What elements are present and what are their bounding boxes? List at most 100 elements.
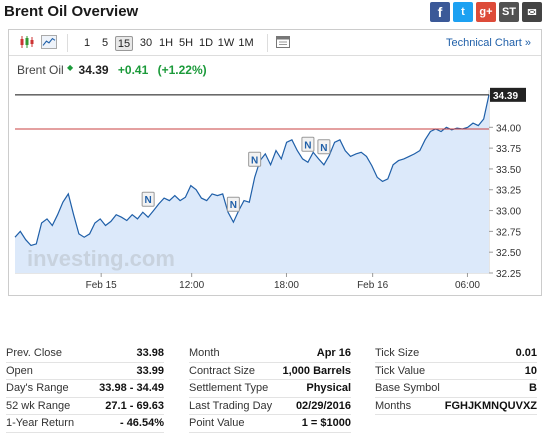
instrument-name: Brent Oil — [17, 63, 64, 77]
stat-value: Apr 16 — [316, 347, 351, 359]
email-icon[interactable]: ✉ — [522, 2, 542, 22]
timeframe-5[interactable]: 5 — [101, 37, 109, 49]
stat-value: 33.99 — [136, 364, 164, 377]
news-marker[interactable]: N — [248, 151, 262, 167]
stat-row: 1-Year Return - 46.54% — [6, 415, 164, 433]
stat-label: Base Symbol — [375, 382, 440, 394]
stat-row: Tick Value 10 — [375, 363, 537, 380]
stat-label: Open — [6, 364, 33, 377]
x-tick-label: Feb 16 — [357, 280, 389, 291]
svg-text:N: N — [230, 200, 237, 211]
stat-label: Month — [189, 347, 220, 359]
stat-label: Tick Size — [375, 347, 420, 359]
stat-value: 27.1 - 69.63 — [105, 399, 164, 412]
stat-value: 1,000 Barrels — [282, 364, 352, 377]
stat-label: 52 wk Range — [6, 399, 71, 412]
stat-label: Contract Size — [189, 364, 256, 377]
stats-column-2: Month Apr 16 Contract Size 1,000 Barrels Set… — [189, 345, 351, 433]
timeframe-1d[interactable]: 1D — [198, 37, 214, 49]
stat-value: 33.98 - 34.49 — [99, 382, 164, 394]
stats-column-1: Prev. Close 33.98 Open 33.99 Day's Range 33.9… — [6, 345, 164, 433]
facebook-icon[interactable]: f — [430, 2, 450, 22]
y-tick-label: 33.75 — [496, 144, 521, 155]
stat-label: Tick Value — [375, 364, 426, 377]
stat-label: 1-Year Return — [6, 417, 75, 429]
price-change: +0.41 — [117, 63, 149, 77]
svg-text:N: N — [304, 140, 311, 151]
y-tick-label: 32.50 — [496, 248, 521, 259]
stat-row: Settlement Type Physical — [189, 380, 351, 398]
news-marker[interactable]: N — [141, 191, 155, 207]
svg-text:N: N — [251, 155, 258, 166]
stat-label: Settlement Type — [189, 382, 269, 394]
page-title: Brent Oil Overview — [4, 3, 139, 20]
news-marker[interactable]: N — [317, 139, 331, 155]
timeframe-1h[interactable]: 1H — [158, 37, 174, 49]
stat-label: Prev. Close — [6, 347, 63, 359]
stat-label: Day's Range — [6, 382, 69, 394]
x-tick-label: 06:00 — [455, 280, 480, 291]
price-area — [15, 94, 489, 273]
share-bar: f t g+ ST ✉ — [430, 2, 542, 22]
timeframe-1w[interactable]: 1W — [217, 37, 235, 49]
y-tick-label: 33.00 — [496, 207, 521, 218]
timeframe-15[interactable]: 15 — [115, 36, 133, 51]
stat-value: 1 = $1000 — [301, 417, 351, 429]
stat-row: Open 33.99 — [6, 363, 164, 380]
last-price: 34.39 — [78, 63, 109, 77]
x-tick-label: 12:00 — [179, 280, 204, 291]
timeframe-1[interactable]: 1 — [83, 37, 91, 49]
stat-value: FGHJKMNQUVXZ — [444, 399, 537, 412]
svg-text:N: N — [320, 143, 327, 154]
stat-value: Physical — [306, 382, 351, 394]
stat-value: 10 — [524, 364, 537, 377]
stat-row: 52 wk Range 27.1 - 69.63 — [6, 398, 164, 415]
stat-row: Base Symbol B — [375, 380, 537, 398]
timeframe-1m[interactable]: 1M — [238, 37, 254, 49]
google-plus-icon[interactable]: g+ — [476, 2, 496, 22]
stat-label: Months — [375, 399, 412, 412]
y-tick-label: 32.25 — [496, 269, 521, 280]
stat-row: Month Apr 16 — [189, 345, 351, 363]
svg-text:N: N — [145, 195, 152, 206]
stat-row: Prev. Close 33.98 — [6, 345, 164, 363]
technical-chart-link[interactable]: Technical Chart » — [446, 37, 531, 49]
stat-value: 0.01 — [515, 347, 537, 359]
x-tick-label: 18:00 — [274, 280, 299, 291]
candlestick-icon[interactable] — [19, 35, 35, 49]
last-price-box — [490, 87, 526, 102]
x-tick-label: Feb 15 — [86, 280, 118, 291]
price-change-percent: (+1.22%) — [157, 63, 207, 77]
watermark: investing.com — [27, 246, 175, 271]
stats-column-3: Tick Size 0.01 Tick Value 10 Base Symbol B Mon… — [375, 345, 537, 415]
stat-row: Last Trading Day 02/29/2016 — [189, 398, 351, 415]
fullscreen-icon[interactable] — [275, 35, 291, 49]
y-tick-label: 32.75 — [496, 227, 521, 238]
stat-row: Tick Size 0.01 — [375, 345, 537, 363]
area-chart-icon[interactable] — [41, 35, 57, 49]
timeframe-30[interactable]: 30 — [139, 37, 153, 49]
timeframe-5h[interactable]: 5H — [178, 37, 194, 49]
chart-panel: 1 5 15 30 1H 5H 1D 1W 1M Technical Chart » Brent… — [8, 29, 542, 296]
y-tick-label: 33.25 — [496, 186, 521, 197]
stat-label: Point Value — [189, 417, 245, 429]
quote-header: Brent Oil ◆ 34.39 +0.41 (+1.22%) — [17, 63, 207, 77]
stat-value: 02/29/2016 — [295, 399, 351, 412]
stocktwits-icon[interactable]: ST — [499, 2, 519, 22]
stat-row: Day's Range 33.98 - 34.49 — [6, 380, 164, 398]
y-tick-label: 34.00 — [496, 123, 521, 134]
twitter-icon[interactable]: t — [453, 2, 473, 22]
up-arrow-icon: ◆ — [67, 63, 74, 72]
price-chart[interactable]: investing.com 34.00 33.75 33.50 33.25 33.00 32… — [9, 30, 541, 295]
stat-row: Months FGHJKMNQUVXZ — [375, 398, 537, 415]
stat-value: 33.98 — [136, 347, 164, 359]
stat-row: Contract Size 1,000 Barrels — [189, 363, 352, 380]
news-marker[interactable]: N — [301, 136, 315, 152]
stat-value: B — [529, 382, 537, 394]
stat-label: Last Trading Day — [189, 399, 273, 412]
stat-value: - 46.54% — [119, 417, 164, 429]
news-marker[interactable]: N — [226, 196, 240, 212]
chart-toolbar: 1 5 15 30 1H 5H 1D 1W 1M Technical Chart » — [9, 30, 541, 56]
last-price-label: 34.39 — [493, 91, 518, 102]
y-tick-label: 33.50 — [496, 165, 521, 176]
